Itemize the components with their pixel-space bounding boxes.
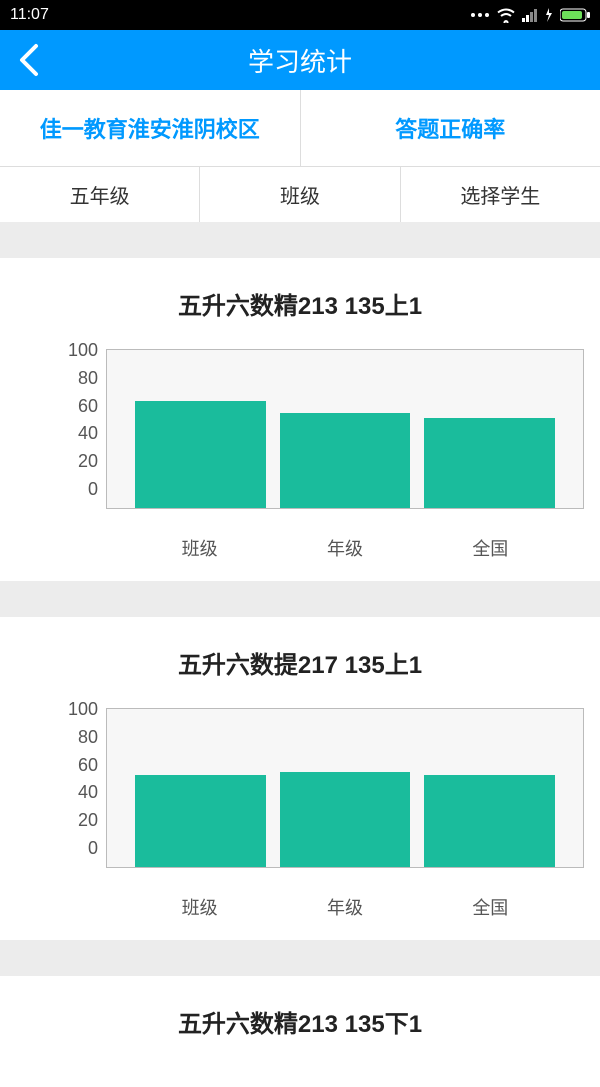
y-tick: 40 <box>78 423 98 444</box>
wifi-icon <box>496 7 516 23</box>
top-tabs: 佳一教育淮安淮阴校区 答题正确率 <box>0 90 600 166</box>
student-filter[interactable]: 选择学生 <box>401 167 600 222</box>
page-title: 学习统计 <box>0 42 600 79</box>
chart-card: 五升六数精213 135下1 <box>0 976 600 1087</box>
x-axis: 班级年级全国 <box>106 529 584 561</box>
card-title: 五升六数精213 135下1 <box>16 1004 584 1039</box>
y-tick: 20 <box>78 451 98 472</box>
plot-area <box>106 708 584 868</box>
y-axis: 100 80 60 40 20 0 <box>16 340 106 500</box>
battery-icon <box>560 8 590 22</box>
y-tick: 100 <box>68 340 98 361</box>
chart-bar <box>135 775 266 867</box>
chart-bar <box>424 418 555 508</box>
x-label: 全国 <box>425 535 556 561</box>
status-time: 11:07 <box>10 6 49 24</box>
more-icon <box>470 9 490 21</box>
x-label: 全国 <box>425 894 556 920</box>
y-tick: 100 <box>68 699 98 720</box>
x-label: 班级 <box>134 894 265 920</box>
accuracy-tab[interactable]: 答题正确率 <box>301 90 600 166</box>
x-axis: 班级年级全国 <box>106 888 584 920</box>
x-label: 年级 <box>279 535 410 561</box>
campus-tab[interactable]: 佳一教育淮安淮阴校区 <box>0 90 301 166</box>
status-bar: 11:07 <box>0 0 600 30</box>
y-tick: 80 <box>78 727 98 748</box>
y-tick: 60 <box>78 755 98 776</box>
y-tick: 80 <box>78 368 98 389</box>
y-tick: 20 <box>78 810 98 831</box>
charging-icon <box>544 8 554 22</box>
chart-bar <box>424 775 555 867</box>
y-tick: 0 <box>88 838 98 859</box>
card-title: 五升六数精213 135上1 <box>16 286 584 321</box>
cards-list: 五升六数精213 135上1正确率100806040200班级年级全国五升六数提… <box>0 222 600 1087</box>
card-title: 五升六数提217 135上1 <box>16 645 584 680</box>
y-tick: 60 <box>78 396 98 417</box>
section-gap <box>0 581 600 617</box>
chart-bar <box>135 401 266 508</box>
y-tick: 0 <box>88 479 98 500</box>
status-icons <box>470 7 590 23</box>
y-tick: 40 <box>78 782 98 803</box>
chart-card: 五升六数提217 135上1正确率100806040200班级年级全国 <box>0 617 600 940</box>
class-filter[interactable]: 班级 <box>200 167 400 222</box>
filter-tabs: 五年级 班级 选择学生 <box>0 166 600 222</box>
x-label: 年级 <box>279 894 410 920</box>
grade-filter[interactable]: 五年级 <box>0 167 200 222</box>
app-header: 学习统计 <box>0 30 600 90</box>
bar-chart: 100806040200 <box>16 708 584 888</box>
section-gap <box>0 222 600 258</box>
chart-wrap: 正确率100806040200班级年级全国 <box>16 708 584 920</box>
plot-area <box>106 349 584 509</box>
x-label: 班级 <box>134 535 265 561</box>
back-button[interactable] <box>8 40 48 80</box>
section-gap <box>0 940 600 976</box>
signal-icon <box>522 8 538 22</box>
y-axis: 100 80 60 40 20 0 <box>16 699 106 859</box>
chart-bar <box>280 413 411 508</box>
chevron-left-icon <box>16 42 40 78</box>
bar-chart: 100806040200 <box>16 349 584 529</box>
chart-bar <box>280 772 411 867</box>
chart-card: 五升六数精213 135上1正确率100806040200班级年级全国 <box>0 258 600 581</box>
chart-wrap: 正确率100806040200班级年级全国 <box>16 349 584 561</box>
